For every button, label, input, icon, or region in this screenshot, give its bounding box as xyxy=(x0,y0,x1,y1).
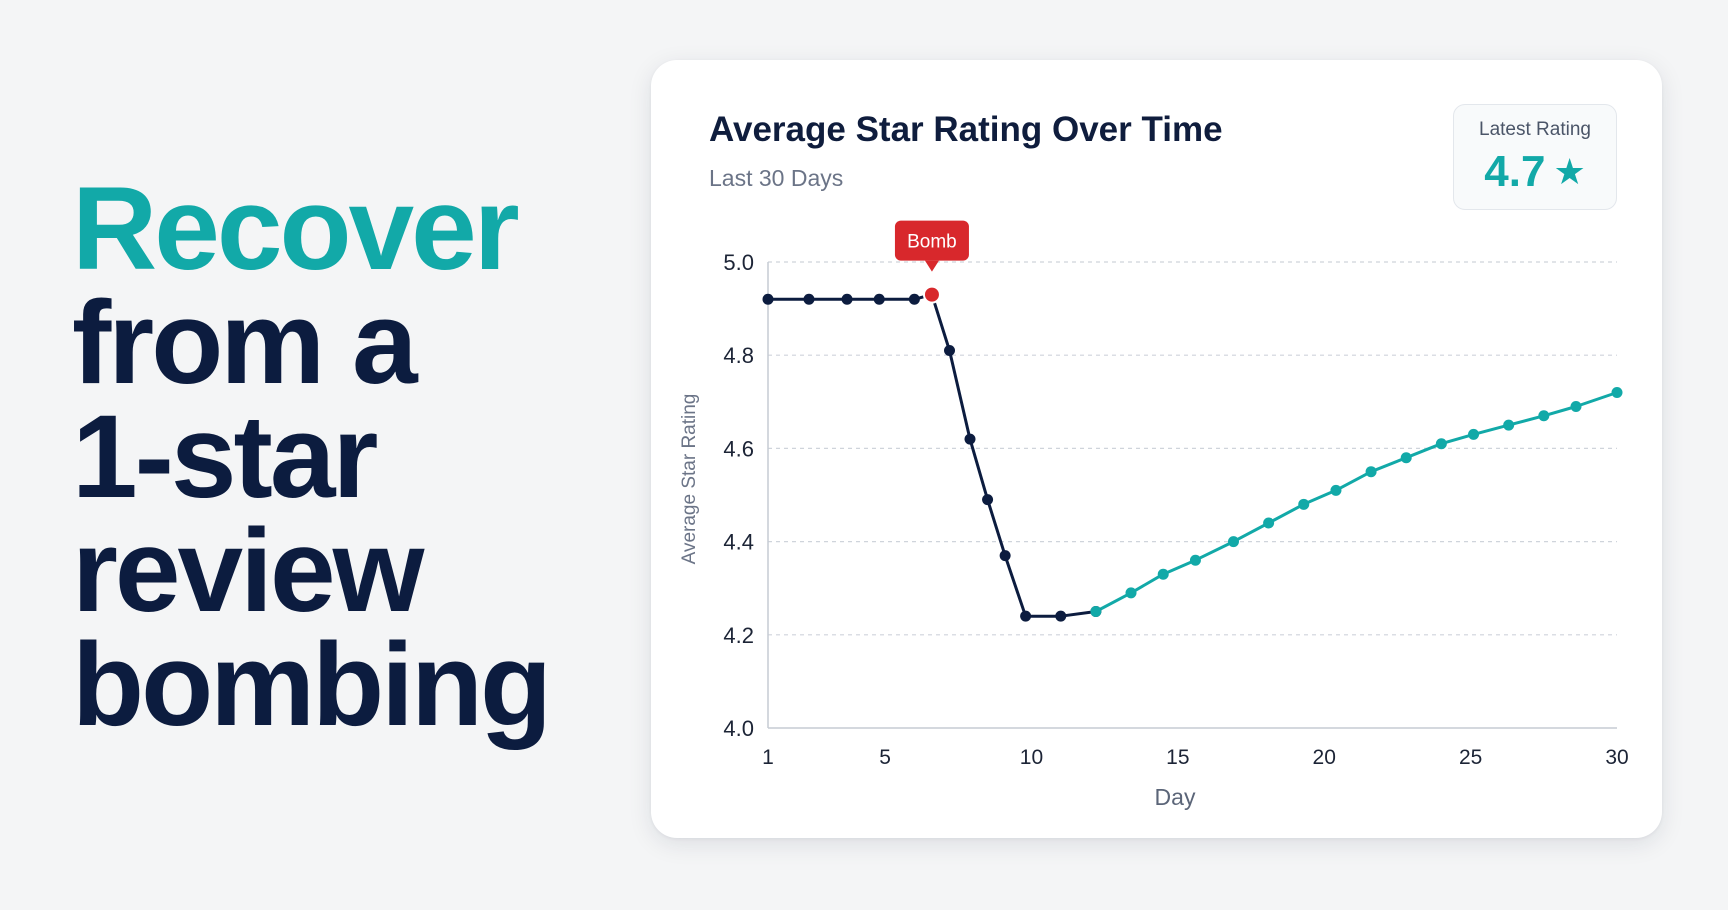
data-point xyxy=(964,433,976,445)
annotations: Bomb xyxy=(894,220,969,304)
data-point xyxy=(999,550,1011,562)
x-tick-label: 10 xyxy=(1020,746,1043,769)
latest-rating-value-row: 4.7 ★ xyxy=(1454,147,1616,197)
y-tick-label: 4.0 xyxy=(723,716,754,741)
bomb-point xyxy=(922,285,941,304)
headline-line-1: Recover xyxy=(72,163,520,295)
star-icon: ★ xyxy=(1553,151,1586,192)
data-point xyxy=(762,293,774,305)
y-axis-title: Average Star Rating xyxy=(679,394,700,565)
series-line-1 xyxy=(766,293,1098,618)
grid-lines xyxy=(768,261,1617,636)
data-point xyxy=(1090,606,1102,617)
data-point xyxy=(1538,410,1550,422)
data-point xyxy=(1435,438,1447,450)
x-tick-label: 20 xyxy=(1313,746,1336,769)
bomb-callout-label: Bomb xyxy=(907,232,957,253)
data-point xyxy=(873,293,885,305)
series-lines xyxy=(766,293,1619,618)
y-tick-label: 4.6 xyxy=(723,436,754,461)
latest-rating-label: Latest Rating xyxy=(1479,119,1591,140)
bomb-callout-pointer xyxy=(924,260,939,272)
data-point xyxy=(944,345,956,357)
data-point xyxy=(803,293,815,305)
headline-line-5: bombing xyxy=(72,619,552,751)
x-tick-label: 15 xyxy=(1166,746,1189,769)
x-tick-label: 30 xyxy=(1605,746,1628,769)
data-point xyxy=(908,293,920,305)
headline-line-3: 1-star xyxy=(72,391,378,523)
y-tick-label: 4.4 xyxy=(723,530,754,555)
x-tick-label: 1 xyxy=(762,746,774,769)
data-point xyxy=(1055,610,1067,622)
data-point xyxy=(1227,536,1239,548)
data-point xyxy=(1503,419,1515,431)
data-point xyxy=(1157,568,1169,580)
line-chart: 4.04.24.44.64.85.01 5 10 15 20 25 30 Bomb Day … xyxy=(679,220,1629,810)
data-point xyxy=(1020,610,1032,622)
data-points xyxy=(762,293,1623,622)
headline-line-2: from a xyxy=(72,277,418,409)
y-tick-label: 5.0 xyxy=(723,250,754,275)
latest-rating-value: 4.7 xyxy=(1484,147,1546,196)
x-tick-label: 25 xyxy=(1459,746,1482,769)
axes: 4.04.24.44.64.85.01 5 10 15 20 25 30 xyxy=(723,250,1628,769)
data-point xyxy=(1263,517,1275,529)
latest-rating-box: Latest Rating 4.7 ★ xyxy=(1453,104,1617,210)
chart-subtitle: Last 30 Days xyxy=(709,165,844,191)
data-point xyxy=(982,494,994,506)
y-tick-label: 4.2 xyxy=(723,623,754,648)
axis-labels: Day Average Star Rating xyxy=(679,394,1196,810)
x-axis-title: Day xyxy=(1155,784,1196,810)
data-point xyxy=(1611,386,1623,398)
data-point xyxy=(841,293,853,305)
y-tick-label: 4.8 xyxy=(723,343,754,368)
data-point xyxy=(1330,484,1342,496)
data-point xyxy=(1400,452,1412,464)
headline-line-4: review xyxy=(72,505,424,637)
data-point xyxy=(1570,400,1582,412)
data-point xyxy=(1365,466,1377,478)
data-point xyxy=(1468,428,1480,440)
chart-title: Average Star Rating Over Time xyxy=(709,110,1223,149)
bomb-callout-box xyxy=(894,220,969,261)
x-tick-label: 5 xyxy=(879,746,891,769)
data-point xyxy=(1189,554,1201,566)
headline: Recover from a 1-star review bombing xyxy=(72,163,552,751)
data-point xyxy=(1125,587,1137,599)
chart-card: Average Star Rating Over Time Last 30 Da… xyxy=(651,60,1662,838)
data-point xyxy=(1298,498,1310,510)
series-line-2 xyxy=(1094,391,1619,613)
